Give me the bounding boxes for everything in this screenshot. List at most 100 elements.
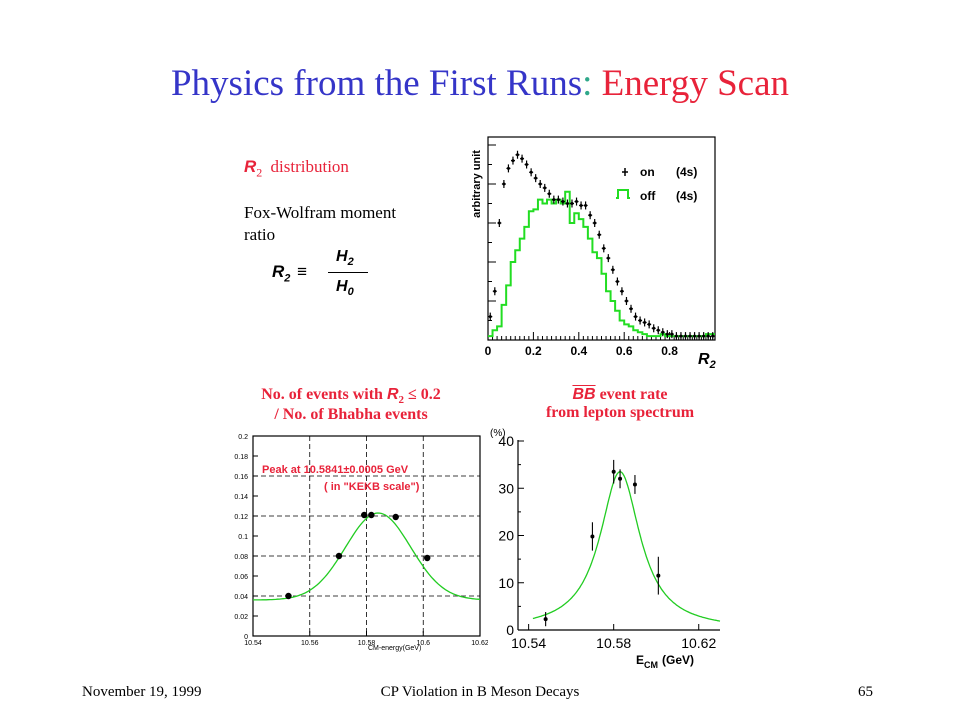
rate-data-point: [590, 522, 595, 551]
chart2-ytick-label: 0.1: [238, 534, 248, 541]
title-main: Physics from the First Runs: [170, 63, 583, 104]
on-point-dot: [502, 182, 506, 186]
on-data-point: [674, 332, 679, 341]
on-point-dot: [575, 200, 579, 204]
on-data-point: [642, 318, 647, 327]
on-point-dot: [697, 334, 701, 338]
on-point-dot: [561, 200, 565, 204]
on-point-dot: [688, 334, 692, 338]
legend-off-marker: [616, 189, 630, 199]
chart1-xtick-label: 0.6: [616, 344, 633, 358]
r2-heading-rest: distribution: [270, 157, 349, 176]
on-point-dot: [506, 166, 510, 170]
rate-point-dot: [656, 573, 661, 578]
chart2-ytick-label: 0.04: [234, 594, 248, 601]
ratio-data-point: [285, 592, 292, 600]
chart3-ylabel: (%): [490, 428, 506, 439]
on-point-dot: [643, 320, 647, 324]
slide-title: Physics from the First Runs: Energy Scan: [0, 62, 960, 105]
on-data-point: [710, 332, 715, 341]
on-data-point: [633, 312, 638, 321]
chart2-xtick-label: 10.56: [301, 640, 319, 647]
legend-off-extra: (4s): [676, 189, 697, 203]
bottom-right-caption-line1: BB event rate: [572, 386, 668, 403]
chart2-ytick-label: 0.12: [234, 514, 248, 521]
on-data-point: [551, 195, 556, 204]
on-point-dot: [543, 186, 547, 190]
on-data-point: [624, 297, 629, 305]
on-data-point: [678, 332, 683, 341]
on-point-dot: [593, 221, 597, 225]
title-separator: :: [582, 63, 602, 104]
on-data-point: [569, 199, 574, 208]
footer-date: November 19, 1999: [82, 684, 202, 700]
on-point-dot: [552, 198, 556, 202]
on-point-dot: [670, 332, 674, 336]
rate-point-dot: [618, 476, 623, 481]
formula-numerator-sub: 2: [347, 256, 354, 269]
on-data-point: [497, 219, 502, 227]
on-point-dot: [693, 334, 697, 338]
on-data-point: [647, 320, 652, 329]
ratio-data-point: [361, 511, 368, 519]
r2-formula: R2 ≡ H2 H0: [272, 248, 382, 302]
on-data-point: [619, 287, 624, 296]
rate-data-point: [632, 475, 637, 494]
on-point-dot: [497, 221, 501, 225]
chart1-xtick-label: 0.4: [570, 344, 587, 358]
on-point-dot: [615, 280, 619, 283]
on-data-point: [538, 180, 543, 188]
on-point-dot: [529, 170, 533, 174]
chart3-ytick-label: 20: [498, 528, 514, 544]
on-data-point: [665, 330, 670, 339]
title-highlight: Energy Scan: [601, 63, 790, 104]
on-data-point: [542, 183, 547, 192]
on-point-dot: [534, 176, 538, 180]
on-point-dot: [629, 307, 633, 311]
on-point-dot: [665, 332, 669, 336]
chart1-ylabel: arbitrary unit: [471, 150, 483, 218]
chart2-xtick-label: 10.6: [416, 640, 430, 647]
legend-on-extra: (4s): [676, 165, 697, 179]
on-point-dot: [493, 289, 497, 293]
chart1-xtick-label: 0: [485, 344, 492, 358]
on-data-point: [565, 199, 570, 208]
on-point-dot: [602, 246, 606, 250]
on-data-point: [574, 197, 579, 206]
bottom-left-caption: No. of events with R2 ≤ 0.2 / No. of Bha…: [216, 386, 486, 424]
formula-fraction-bar: [328, 272, 368, 273]
fox-wolfram-line2: ratio: [244, 225, 276, 244]
r2-distribution-chart: arbitrary unit 0 0.2 0.4 0.6 0.8 on (4s) off…: [471, 136, 716, 371]
on-point-dot: [570, 202, 574, 205]
on-point-dot: [656, 328, 660, 332]
formula-denominator-sub: 0: [347, 286, 354, 299]
rate-data-point: [543, 612, 548, 627]
on-point-dot: [652, 326, 656, 330]
on-data-point: [547, 189, 552, 198]
on-point-dot: [579, 203, 583, 207]
chart1-xtick-label: 0.2: [525, 344, 542, 358]
chart1-xlabel: R2: [698, 351, 716, 371]
on-data-point: [656, 326, 661, 335]
on-point-dot: [647, 322, 651, 326]
on-data-point: [688, 332, 693, 341]
on-point-dot: [661, 330, 665, 334]
ratio-data-point: [335, 552, 343, 560]
chart2-ytick-label: 0: [244, 634, 248, 641]
on-point-dot: [624, 299, 628, 303]
on-point-dot: [588, 213, 592, 217]
r2-symbol: R: [244, 157, 257, 176]
formula-denominator: H: [336, 278, 348, 295]
chart2-ytick-label: 0.02: [234, 614, 248, 621]
on-point-dot: [683, 334, 687, 338]
ratio-data-point: [368, 511, 375, 519]
ratio-data-point: [424, 554, 431, 562]
on-data-point: [560, 197, 565, 206]
chart1-xtick-label: 0.8: [661, 344, 678, 358]
on-data-point: [533, 174, 538, 183]
on-data-point: [706, 332, 711, 341]
on-data-point: [651, 324, 656, 333]
chart2-ytick-label: 0.14: [234, 494, 248, 501]
on-data-point: [597, 230, 602, 239]
on-data-point: [606, 254, 611, 263]
